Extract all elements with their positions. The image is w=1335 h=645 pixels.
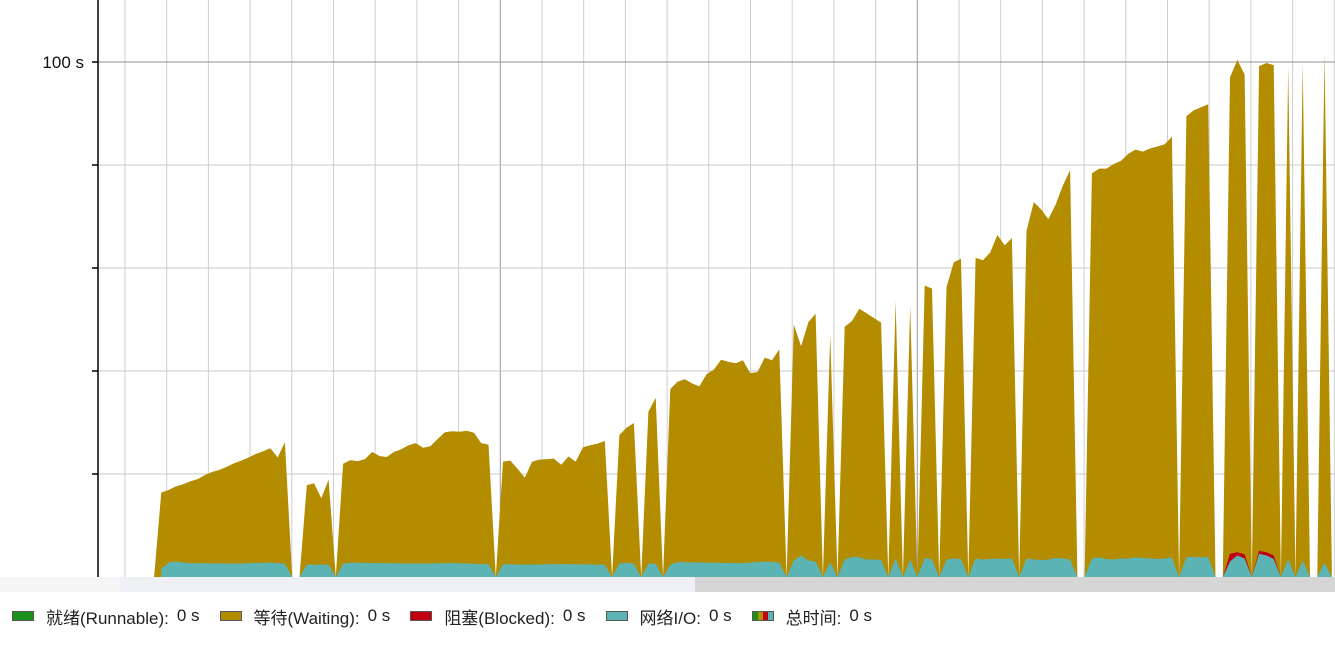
blocked-swatch-icon bbox=[410, 611, 433, 621]
runnable-swatch-icon bbox=[12, 611, 34, 621]
total-swatch-segment bbox=[762, 612, 768, 620]
legend-label-blocked: 阻塞(Blocked): bbox=[444, 608, 555, 628]
network-io-area bbox=[161, 553, 1332, 577]
legend-value-io: 0 s bbox=[708, 606, 732, 625]
chart-axes: 100 s bbox=[42, 0, 99, 577]
chart-areas bbox=[125, 54, 1332, 578]
legend-item-waiting: 等待(Waiting): 0 s bbox=[219, 604, 391, 629]
thread-time-chart: 100 s bbox=[42, 0, 1335, 592]
total-swatch-segment bbox=[752, 612, 758, 620]
legend-label-waiting: 等待(Waiting): bbox=[253, 608, 360, 628]
legend-label-io: 网络I/O: bbox=[639, 608, 701, 628]
legend-value-runnable: 0 s bbox=[176, 606, 200, 625]
waiting-area bbox=[125, 54, 1332, 578]
io-swatch-icon bbox=[605, 611, 628, 621]
legend-item-runnable: 就绪(Runnable): 0 s bbox=[12, 604, 200, 629]
total-swatch-segment bbox=[757, 612, 763, 620]
legend-item-io: 网络I/O: 0 s bbox=[605, 604, 732, 629]
legend-item-blocked: 阻塞(Blocked): 0 s bbox=[410, 604, 586, 629]
y-tick-label: 100 s bbox=[42, 53, 84, 72]
horizontal-scrollbar-left-region[interactable] bbox=[120, 577, 695, 592]
legend-value-waiting: 0 s bbox=[367, 606, 391, 625]
legend-label-total: 总时间: bbox=[785, 608, 842, 628]
waiting-swatch-icon bbox=[219, 611, 242, 621]
total-swatch-icon bbox=[751, 611, 774, 621]
chart-legend: 就绪(Runnable): 0 s 等待(Waiting): 0 s 阻塞(Bl… bbox=[12, 604, 892, 628]
legend-value-total: 0 s bbox=[849, 606, 873, 625]
legend-label-runnable: 就绪(Runnable): bbox=[46, 608, 169, 628]
horizontal-scrollbar-thumb[interactable] bbox=[695, 577, 1335, 592]
legend-value-blocked: 0 s bbox=[562, 606, 586, 625]
total-swatch-segment bbox=[767, 612, 773, 620]
legend-item-total: 总时间: 0 s bbox=[751, 604, 873, 629]
